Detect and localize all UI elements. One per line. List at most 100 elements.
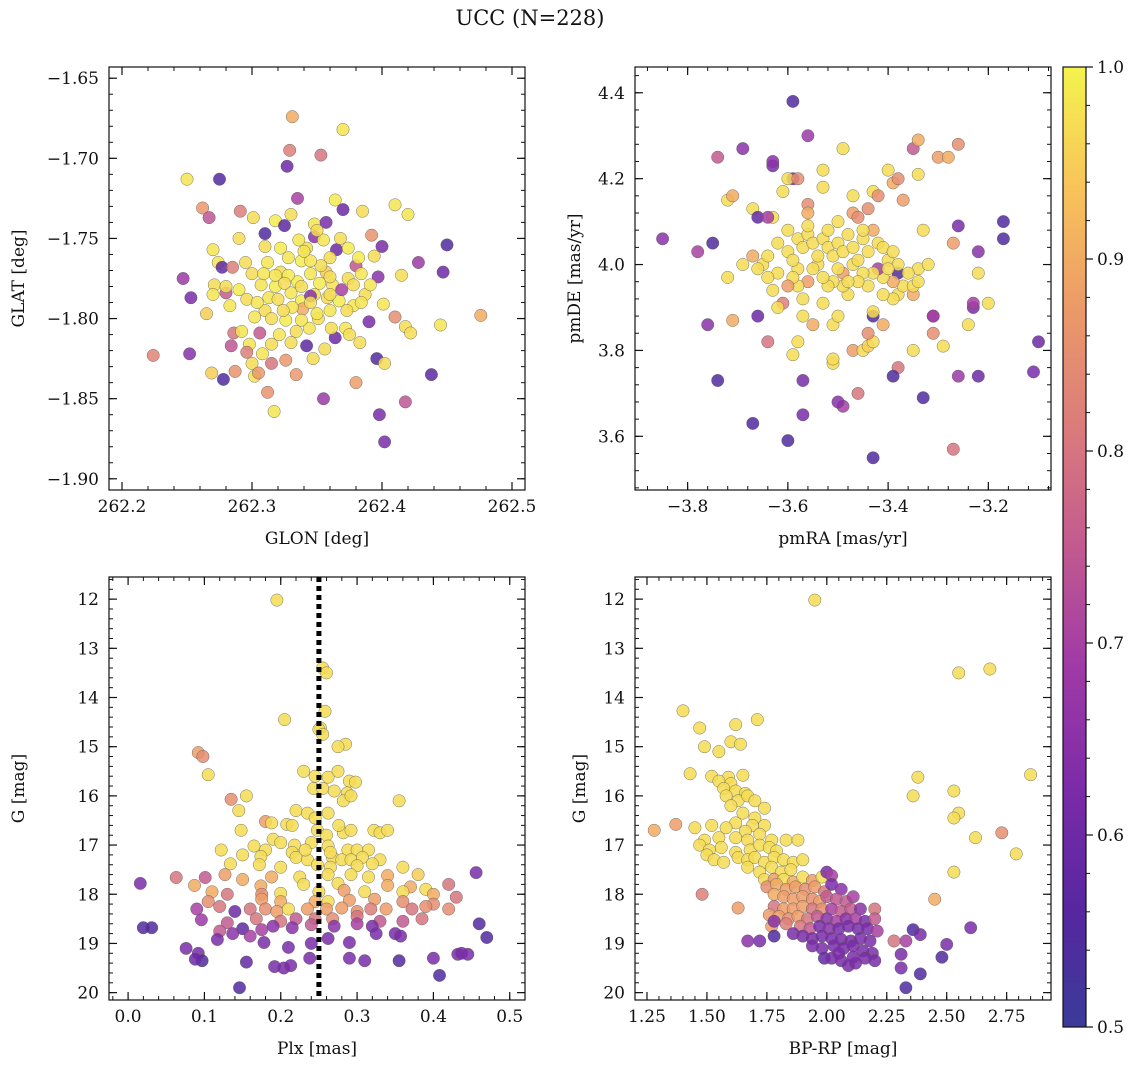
scatter-point — [894, 961, 908, 975]
scatter-point — [257, 267, 271, 281]
scatter-point — [928, 892, 942, 906]
scatter-point — [294, 313, 308, 327]
scatter-point — [304, 254, 317, 268]
scatter-point — [378, 356, 391, 370]
scatter-point — [294, 280, 308, 293]
scatter-point — [734, 737, 747, 751]
scatter-point — [729, 831, 743, 845]
scatter-points — [133, 593, 494, 995]
scatter-point — [284, 207, 298, 221]
scatter-point — [761, 270, 775, 284]
scatter-point — [951, 137, 965, 151]
scatter-point — [808, 593, 822, 607]
scatter-point — [310, 307, 324, 321]
scatter-point — [779, 833, 793, 847]
scatter-point — [133, 877, 147, 890]
panel-bprp-g: 1.25 1.50 1.75 2.00 2.25 2.50 2.75 12 13 14 15 16 17… — [570, 576, 1052, 1059]
scatter-point — [284, 959, 298, 972]
scatter-point — [781, 434, 795, 447]
scatter-point — [906, 789, 920, 803]
colorbar-tick-label: 0.5 — [1097, 1018, 1124, 1038]
scatter-point — [861, 245, 875, 259]
scatter-point — [846, 890, 860, 904]
scatter-point — [891, 172, 905, 186]
scatter-point — [786, 95, 800, 108]
scatter-point — [871, 189, 885, 203]
scatter-point — [901, 266, 915, 280]
scatter-point — [246, 211, 260, 225]
x-tick-label: 0.4 — [420, 1007, 447, 1027]
scatter-point — [781, 223, 795, 237]
scatter-point — [310, 223, 324, 237]
y-tick-label: 13 — [603, 639, 625, 659]
x-axis-label: BP-RP [mag] — [789, 1039, 898, 1059]
scatter-point — [750, 713, 764, 726]
scatter-point — [474, 308, 488, 322]
scatter-point — [971, 369, 985, 383]
scatter-point — [405, 902, 419, 916]
scatter-point — [274, 241, 287, 255]
scatter-point — [916, 391, 930, 405]
scatter-point — [258, 227, 272, 241]
scatter-point — [335, 283, 349, 297]
scatter-point — [283, 143, 297, 157]
scatter-point — [234, 823, 248, 837]
scatter-point — [741, 860, 755, 874]
scatter-point — [381, 823, 394, 837]
scatter-point — [726, 189, 740, 203]
scatter-point — [971, 266, 985, 280]
scatter-point — [394, 929, 407, 943]
scatter-point — [206, 243, 220, 257]
scatter-point — [321, 868, 335, 881]
y-tick-label: 14 — [77, 689, 99, 709]
scatter-point — [300, 339, 313, 353]
scatter-points — [647, 593, 1038, 995]
scatter-point — [239, 256, 252, 269]
scatter-point — [821, 223, 835, 237]
scatter-point — [396, 895, 410, 908]
scatter-point — [349, 775, 362, 789]
scatter-point — [831, 262, 845, 276]
scatter-point — [379, 902, 393, 916]
scatter-point — [190, 902, 204, 916]
scatter-point — [816, 163, 830, 177]
scatter-point — [342, 951, 356, 965]
scatter-point — [863, 934, 877, 948]
scatter-point — [248, 310, 262, 324]
scatter-point — [265, 312, 278, 325]
scatter-point — [224, 339, 238, 353]
scatter-point — [706, 236, 720, 250]
scatter-point — [281, 941, 295, 954]
x-tick-label: 0.0 — [115, 1007, 142, 1027]
scatter-point — [224, 792, 238, 806]
scatter-point — [841, 228, 855, 241]
scatter-point — [693, 721, 707, 735]
scatter-point — [433, 969, 446, 982]
scatter-point — [947, 784, 961, 798]
scatter-point — [279, 353, 293, 367]
scatter-point — [846, 240, 860, 254]
x-axis-label: pmRA [mas/yr] — [778, 529, 907, 549]
scatter-point — [281, 902, 295, 916]
scatter-point — [176, 272, 190, 285]
scatter-point — [223, 299, 237, 313]
scatter-point — [683, 767, 697, 781]
scatter-point — [270, 593, 284, 607]
x-tick-label: 0.2 — [267, 1007, 294, 1027]
scatter-point — [952, 666, 966, 680]
scatter-point — [731, 901, 745, 915]
scatter-point — [861, 326, 875, 340]
scatter-point — [886, 369, 900, 383]
y-tick-label: 4.4 — [598, 84, 625, 104]
scatter-point — [335, 901, 349, 915]
scatter-point — [851, 210, 865, 224]
scatter-point — [748, 794, 762, 808]
figure-title: UCC (N=228) — [455, 6, 605, 30]
y-tick-label: 19 — [603, 934, 625, 954]
x-tick-label: 2.25 — [868, 1007, 906, 1027]
x-tick-label: 2.50 — [928, 1007, 966, 1027]
scatter-point — [695, 887, 709, 901]
scatter-point — [647, 823, 661, 837]
scatter-point — [274, 860, 288, 874]
